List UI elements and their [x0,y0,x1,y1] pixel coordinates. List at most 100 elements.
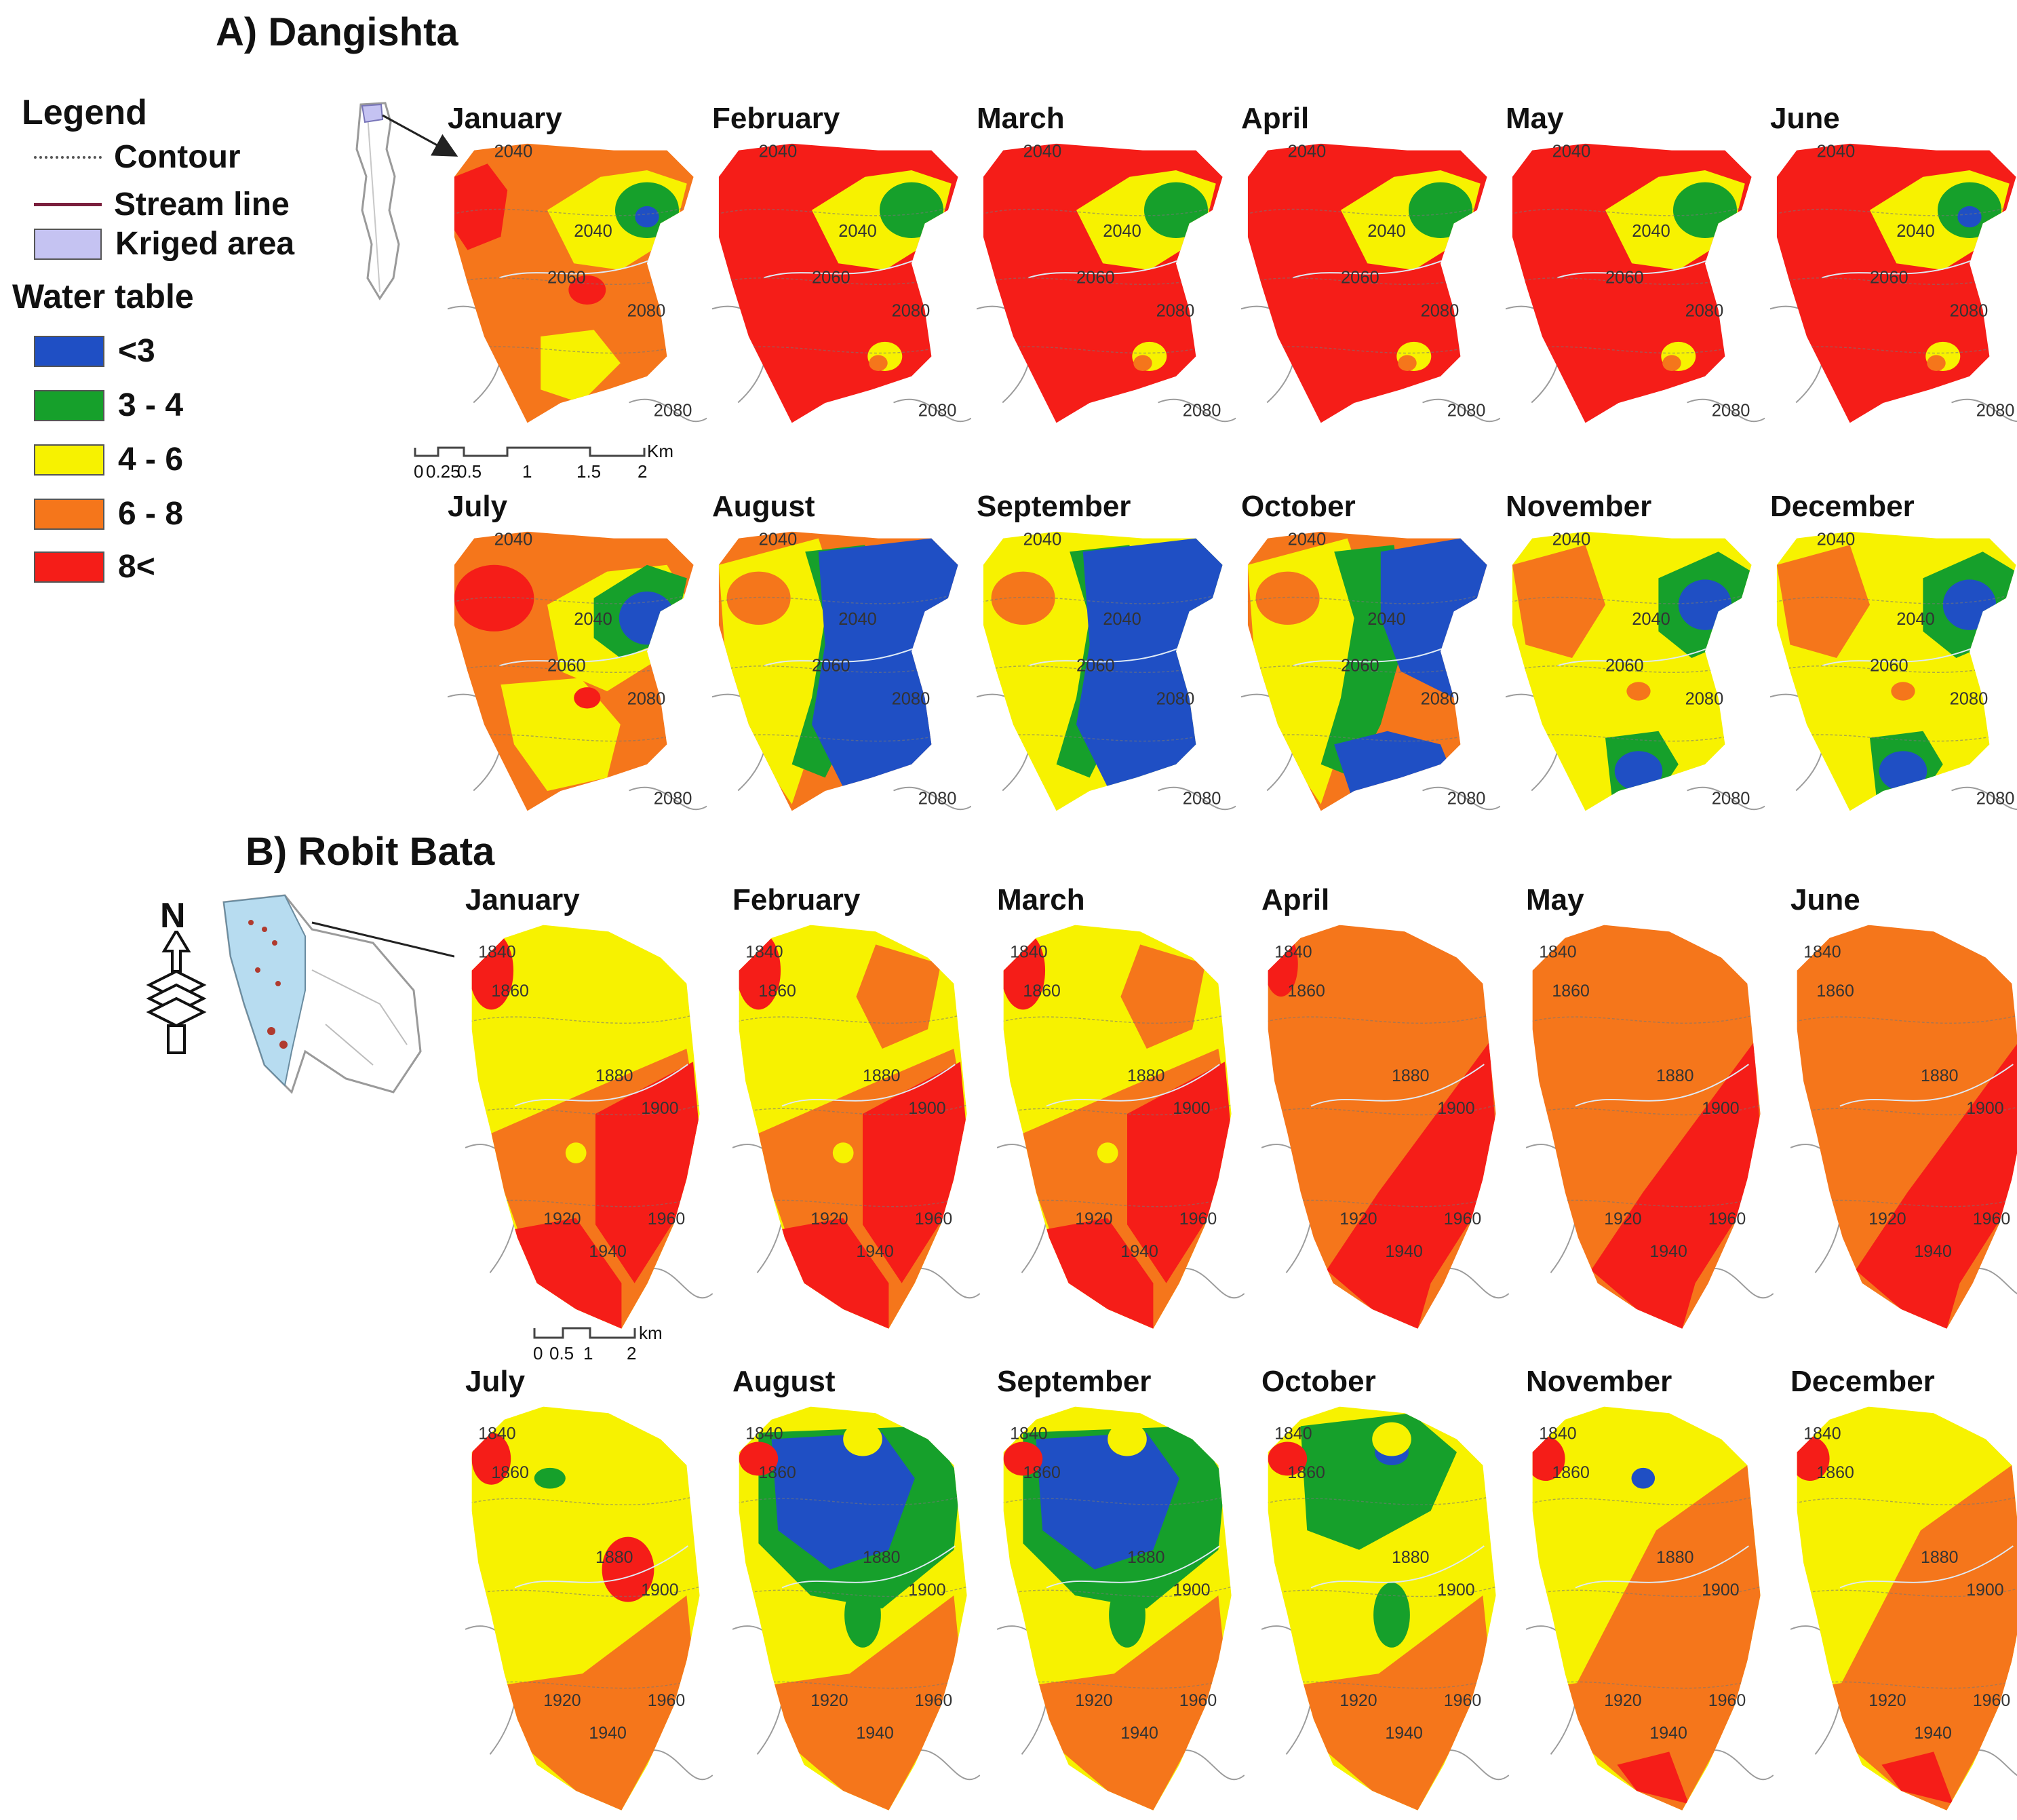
contour-line [1797,1490,2017,1505]
contour-label: 1960 [1179,1691,1217,1710]
water-table-zone [595,1062,700,1283]
robit-month-panel: August 1840 1860 1880 1900 1920 1940 1960 [732,1365,990,1813]
contour-label: 1960 [915,1209,952,1228]
contour-label: 2080 [1156,302,1195,321]
contour-line [1797,1193,2017,1207]
stream-line [1310,1545,1485,1589]
contour-line [1512,201,1752,216]
contour-label: 2040 [574,610,612,629]
water-table-map: 2040 2040 2060 2080 2080 [976,530,1236,811]
contour-line [739,1674,967,1689]
contour-label: 1880 [595,1548,633,1567]
contour-line [1797,1009,2017,1024]
contour-line [983,589,1223,604]
contour-label: 1940 [1649,1242,1687,1261]
contour-label: 1920 [543,1209,581,1228]
water-table-zone [1127,1062,1232,1283]
contour-label: 1900 [908,1099,945,1118]
dangishta-month-panel: March 2040 2040 2060 2080 2080 [976,102,1236,454]
month-label: December [1790,1365,1935,1398]
contour-label: 1940 [856,1724,893,1743]
contour-line [1776,589,2016,604]
contour-label: 2040 [1023,530,1062,549]
contour-label: 1940 [856,1242,893,1261]
contour-line [739,1490,967,1505]
stream-line [781,1064,956,1107]
water-table-title: Water table [12,277,194,315]
contour-label: 2080 [1183,402,1221,421]
contour-label: 1900 [1437,1581,1474,1600]
contour-label: 1880 [1921,1066,1958,1085]
water-table-map: 2040 2040 2060 2080 2080 [1769,530,2017,811]
contour-label: 1860 [1816,1463,1854,1482]
contour-label: 2060 [1870,269,1908,288]
robit-month-panel: June 1840 1860 1880 1900 1920 1940 1960 [1790,883,2017,1331]
contour-label: 1900 [908,1581,945,1600]
contour-label: 2060 [812,657,850,676]
dangishta-month-panel: February 2040 2040 2060 2080 2080 [711,102,972,454]
water-table-zone [1133,355,1152,371]
water-table-zone [991,571,1055,625]
contour-line [1532,1490,1761,1505]
legend-class-label: 8< [118,549,155,585]
contour-line [739,1009,967,1024]
contour-label: 2080 [1156,690,1195,709]
contour-label: 2040 [1367,222,1406,241]
contour-line [1268,1674,1496,1689]
contour-label: 1920 [1075,1691,1112,1710]
contour-label: 1880 [1656,1548,1693,1567]
contour-label: 1920 [1868,1209,1906,1228]
month-map: 1840 1860 1880 1900 1920 1940 1960 [465,1400,713,1820]
contour-label: 2040 [1896,222,1935,241]
contour-line [739,1100,967,1116]
contour-label: 2080 [1685,302,1724,321]
legend-item-kriged-area: Kriged area [34,225,294,263]
water-table-zone [1927,355,1946,371]
dangishta-month-panel: May 2040 2040 2060 2080 2080 [1505,102,1765,454]
contour-label: 2080 [1712,402,1750,421]
water-table-map: 1840 1860 1880 1900 1920 1940 1960 [1525,925,1774,1329]
water-table-zone [1255,571,1320,625]
legend-class-label: <3 [118,333,155,369]
contour-label: 1840 [1274,1425,1312,1444]
robit-month-panel: March 1840 1860 1880 1900 1920 1940 1960 [996,883,1255,1331]
contour-label: 1880 [1127,1066,1164,1085]
contour-line [1532,1674,1761,1689]
contour-label: 2040 [1103,222,1141,241]
contour-label: 2040 [574,222,612,241]
water-table-zone [541,330,621,403]
month-label: December [1770,490,1915,523]
water-table-zone [635,206,659,228]
water-table-zone [1372,1422,1411,1456]
contour-label: 1840 [1803,943,1841,962]
contour-label: 1900 [1966,1581,2003,1600]
legend-label-contour: Contour [114,139,241,175]
stream-line-symbol [34,203,102,206]
month-map: 2040 2040 2060 2080 2080 [711,525,972,841]
month-map: 2040 2040 2060 2080 2080 [976,137,1236,453]
contour-line [471,1674,700,1689]
month-label: July [465,1365,526,1398]
section-a-title: A) Dangishta [216,10,458,54]
month-label: January [465,883,580,916]
month-map: 1840 1860 1880 1900 1920 1940 1960 [732,1400,981,1820]
stream-line [1839,1545,2014,1589]
contour-label: 2060 [1870,657,1908,676]
scale-b-label: 2 [627,1343,637,1363]
contour-label: 2040 [1632,610,1670,629]
contour-label: 1840 [478,1425,515,1444]
contour-label: 1880 [863,1066,900,1085]
contour-label: 2060 [1605,269,1644,288]
water-table-zone [602,1536,654,1602]
water-table-zone [1617,1751,1689,1804]
robit-month-panel: July 1840 1860 1880 1900 1920 1940 1960 [465,1365,723,1813]
water-table-zone [565,1142,587,1163]
contour-label: 1940 [1914,1724,1951,1743]
dangishta-month-panel: August 2040 2040 2060 2080 2080 [711,490,972,843]
month-label: May [1526,883,1584,916]
contour-line [1776,201,2016,216]
contour-line [1532,1582,1761,1598]
contour-label: 1840 [1010,1425,1047,1444]
contour-label: 1900 [1966,1099,2003,1118]
contour-line [471,1193,700,1207]
